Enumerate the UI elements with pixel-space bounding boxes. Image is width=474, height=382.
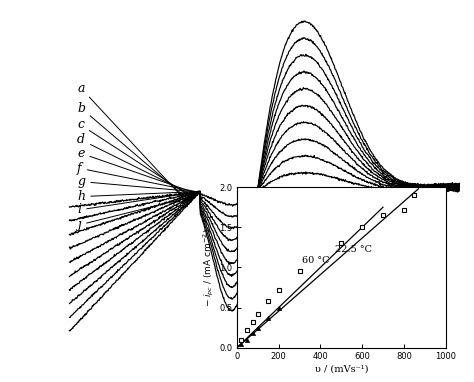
Text: 22.5 °C: 22.5 °C xyxy=(335,245,372,254)
Text: b: b xyxy=(77,102,188,200)
X-axis label: υ / (mVs⁻¹): υ / (mVs⁻¹) xyxy=(315,364,368,373)
Text: d: d xyxy=(77,133,192,195)
Text: 60 °C: 60 °C xyxy=(301,256,329,265)
Text: h: h xyxy=(77,190,197,203)
Y-axis label: $-\ i_{pc}$ / (mA cm$^{-2}$): $-\ i_{pc}$ / (mA cm$^{-2}$) xyxy=(202,228,216,307)
Text: a: a xyxy=(77,82,187,202)
Text: j: j xyxy=(77,195,198,231)
Text: i: i xyxy=(77,192,197,217)
Text: c: c xyxy=(77,118,190,196)
Text: e: e xyxy=(77,147,195,193)
Text: f: f xyxy=(77,162,195,191)
Text: g: g xyxy=(77,175,196,192)
